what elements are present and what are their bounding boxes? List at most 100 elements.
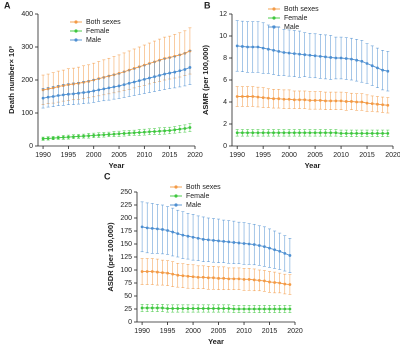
y-tick-label: 8 <box>223 55 227 62</box>
data-point <box>344 100 348 103</box>
data-point <box>381 103 385 107</box>
data-point <box>247 242 251 246</box>
data-point <box>212 307 215 310</box>
y-tick-label: 0 <box>223 143 227 150</box>
data-point <box>206 238 210 242</box>
data-point <box>201 307 205 310</box>
data-point <box>268 246 271 250</box>
data-point <box>360 131 364 135</box>
data-point <box>313 98 317 102</box>
data-point <box>41 137 45 141</box>
series-line <box>142 271 290 286</box>
data-point <box>292 98 296 102</box>
data-point <box>166 271 169 275</box>
series-line <box>42 50 191 91</box>
data-point <box>122 83 126 87</box>
data-point <box>112 132 116 136</box>
data-point <box>140 306 144 310</box>
series-line <box>142 307 290 310</box>
data-point <box>217 307 220 310</box>
data-point <box>217 239 220 243</box>
data-point <box>163 129 167 133</box>
data-point <box>145 270 149 273</box>
data-point <box>97 88 101 92</box>
data-point <box>370 102 374 106</box>
data-point <box>178 127 182 131</box>
x-tick-label: 2010 <box>137 152 153 159</box>
panel-label: A <box>4 0 11 10</box>
data-point <box>273 248 277 252</box>
data-point <box>381 131 385 135</box>
data-point <box>288 254 292 257</box>
data-point <box>201 237 205 241</box>
data-point <box>77 135 80 138</box>
data-point <box>263 245 266 249</box>
data-point <box>246 45 249 49</box>
data-point <box>334 56 338 60</box>
data-point <box>51 136 55 140</box>
data-point <box>150 227 154 230</box>
data-point <box>256 95 260 99</box>
legend-label: Female <box>284 15 307 22</box>
data-point <box>132 80 136 84</box>
data-point <box>287 131 291 135</box>
x-tick-label: 2020 <box>385 152 400 159</box>
x-tick-label: 1995 <box>160 328 176 335</box>
data-point <box>318 98 322 102</box>
data-point <box>173 70 177 74</box>
y-tick-label: 0 <box>128 319 132 326</box>
data-point <box>235 44 239 48</box>
data-point <box>153 75 156 79</box>
data-point <box>313 54 317 58</box>
data-point <box>313 131 317 135</box>
data-point <box>288 307 292 311</box>
data-point <box>237 277 241 281</box>
chart-panel: C 0 25 50 75 100 125 150 175 200 225 250 1990 1995 200… <box>104 171 303 346</box>
data-point <box>318 131 322 135</box>
data-point <box>196 275 200 279</box>
data-point <box>324 131 327 135</box>
data-point <box>283 282 287 286</box>
data-point <box>308 131 312 135</box>
x-tick-label: 2015 <box>262 328 278 335</box>
data-point <box>324 55 327 59</box>
data-point <box>82 134 85 138</box>
legend-marker <box>174 194 178 198</box>
data-point <box>256 131 260 135</box>
data-point <box>376 102 379 106</box>
data-point <box>324 99 327 103</box>
data-point <box>161 306 164 310</box>
data-point <box>142 77 146 81</box>
data-point <box>277 50 281 53</box>
data-point <box>188 126 192 129</box>
data-point <box>251 95 255 98</box>
data-point <box>56 94 60 97</box>
x-tick-label: 2020 <box>187 152 203 159</box>
data-point <box>365 131 369 135</box>
data-point <box>303 53 307 57</box>
data-point <box>158 129 161 133</box>
x-axis-label: Year <box>208 337 224 346</box>
data-point <box>370 64 374 68</box>
data-point <box>273 281 277 284</box>
legend-marker <box>174 203 178 207</box>
data-point <box>261 131 265 135</box>
data-point <box>117 132 121 136</box>
data-point <box>263 279 266 283</box>
data-point <box>277 131 281 135</box>
data-point <box>137 79 141 83</box>
legend-label: Both sexes <box>284 6 319 13</box>
y-tick-label: 2 <box>223 121 227 128</box>
data-point <box>252 278 256 282</box>
data-point <box>158 73 161 77</box>
data-point <box>155 227 159 231</box>
data-point <box>46 95 50 99</box>
y-tick-label: 10 <box>219 33 227 40</box>
x-tick-label: 2010 <box>236 328 252 335</box>
data-point <box>87 90 91 94</box>
chart-panel: B 0 2 4 6 8 10 12 1990 1995 2000 2005 2010 2015 2020 Ye… <box>201 0 400 170</box>
data-point <box>235 95 239 98</box>
data-point <box>360 100 364 104</box>
data-point <box>87 134 91 138</box>
y-axis-label: ASMR (per 100,000) <box>201 44 210 115</box>
